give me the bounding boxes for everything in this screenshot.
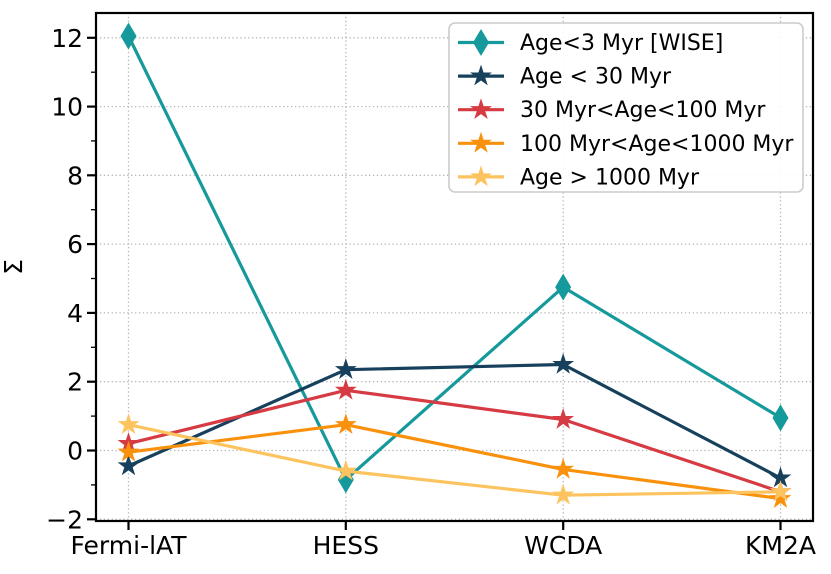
y-tick-label--2: −2 — [46, 505, 83, 534]
x-tick-label-km2a: KM2A — [745, 531, 816, 560]
y-tick-label-10: 10 — [51, 93, 83, 122]
axes-layer: −2 0 2 4 6 8 10 12 Fermi-lAT HESS WCDA KM2A — [46, 11, 816, 560]
legend-item-30-myr-age-100-myr: 30 Myr<Age<100 Myr — [458, 98, 766, 123]
series-line-30-myr-age-100-myr — [126, 388, 783, 494]
series-layer — [117, 22, 792, 508]
y-tick-label-8: 8 — [67, 161, 83, 190]
series-line-age-3-myr-wise — [126, 34, 783, 482]
y-tick-label-6: 6 — [67, 230, 83, 259]
legend-label-100-myr-age-1000-myr: 100 Myr<Age<1000 Myr — [520, 132, 794, 157]
legend-marker-age-1000-myr-icon — [470, 165, 492, 187]
marker-age-30-myr-wcda — [552, 353, 575, 374]
legend-item-100-myr-age-1000-myr: 100 Myr<Age<1000 Myr — [458, 131, 794, 157]
marker-age-3-myr-wise-km2a — [772, 404, 789, 432]
legend-label-30-myr-age-100-myr: 30 Myr<Age<100 Myr — [520, 98, 766, 123]
legend-marker-100-myr-age-1000-myr-icon — [470, 131, 492, 153]
marker-100-myr-age-1000-myr-fermi-lat — [117, 440, 140, 462]
marker-100-myr-age-1000-myr-wcda — [552, 457, 575, 479]
marker-30-myr-age-100-myr-wcda — [552, 408, 575, 429]
x-tick-label-fermi-lat: Fermi-lAT — [71, 531, 188, 560]
marker-100-myr-age-1000-myr-km2a — [769, 487, 792, 508]
legend-marker-age-3-myr-wise-icon — [473, 29, 489, 56]
legend-item-age-3-myr-wise: Age<3 Myr [WISE] — [458, 29, 723, 56]
legend-label-age-1000-myr: Age > 1000 Myr — [520, 165, 700, 190]
series-age-3-myr-wise — [120, 22, 789, 494]
plot-border — [94, 11, 815, 523]
y-tick-label-0: 0 — [67, 437, 83, 466]
series-age-1000-myr — [117, 413, 792, 505]
series-100-myr-age-1000-myr — [117, 413, 792, 508]
marker-age-1000-myr-hess — [334, 459, 357, 481]
marker-30-myr-age-100-myr-hess — [334, 378, 357, 400]
legend-label-age-30-myr: Age < 30 Myr — [520, 65, 672, 90]
series-line-100-myr-age-1000-myr — [126, 423, 783, 501]
marker-age-30-myr-hess — [334, 358, 357, 379]
y-tick-label-12: 12 — [51, 24, 83, 53]
marker-age-1000-myr-fermi-lat — [117, 413, 140, 434]
marker-100-myr-age-1000-myr-hess — [334, 413, 357, 434]
x-tick-label-hess: HESS — [313, 531, 379, 560]
legend: Age<3 Myr [WISE] Age < 30 Myr 30 Myr<Age<1… — [448, 22, 804, 193]
marker-age-30-myr-fermi-lat — [117, 454, 140, 476]
legend-marker-age-30-myr-icon — [470, 64, 492, 86]
legend-item-age-1000-myr: Age > 1000 Myr — [458, 165, 700, 190]
y-tick-label-2: 2 — [67, 368, 83, 397]
marker-age-1000-myr-km2a — [769, 480, 792, 502]
legend-box — [448, 22, 804, 193]
marker-age-1000-myr-wcda — [552, 483, 575, 505]
y-axis-label: Σ — [0, 259, 28, 275]
series-line-age-1000-myr — [126, 423, 783, 497]
y-tick-label-4: 4 — [67, 299, 83, 328]
marker-age-30-myr-km2a — [769, 466, 792, 488]
marker-age-3-myr-wise-wcda — [555, 273, 572, 301]
x-tick-label-wcda: WCDA — [524, 531, 602, 560]
legend-marker-30-myr-age-100-myr-icon — [470, 98, 492, 119]
legend-item-age-30-myr: Age < 30 Myr — [458, 64, 672, 90]
marker-age-3-myr-wise-fermi-lat — [120, 22, 137, 50]
legend-label-age-3-myr-wise: Age<3 Myr [WISE] — [520, 31, 723, 56]
